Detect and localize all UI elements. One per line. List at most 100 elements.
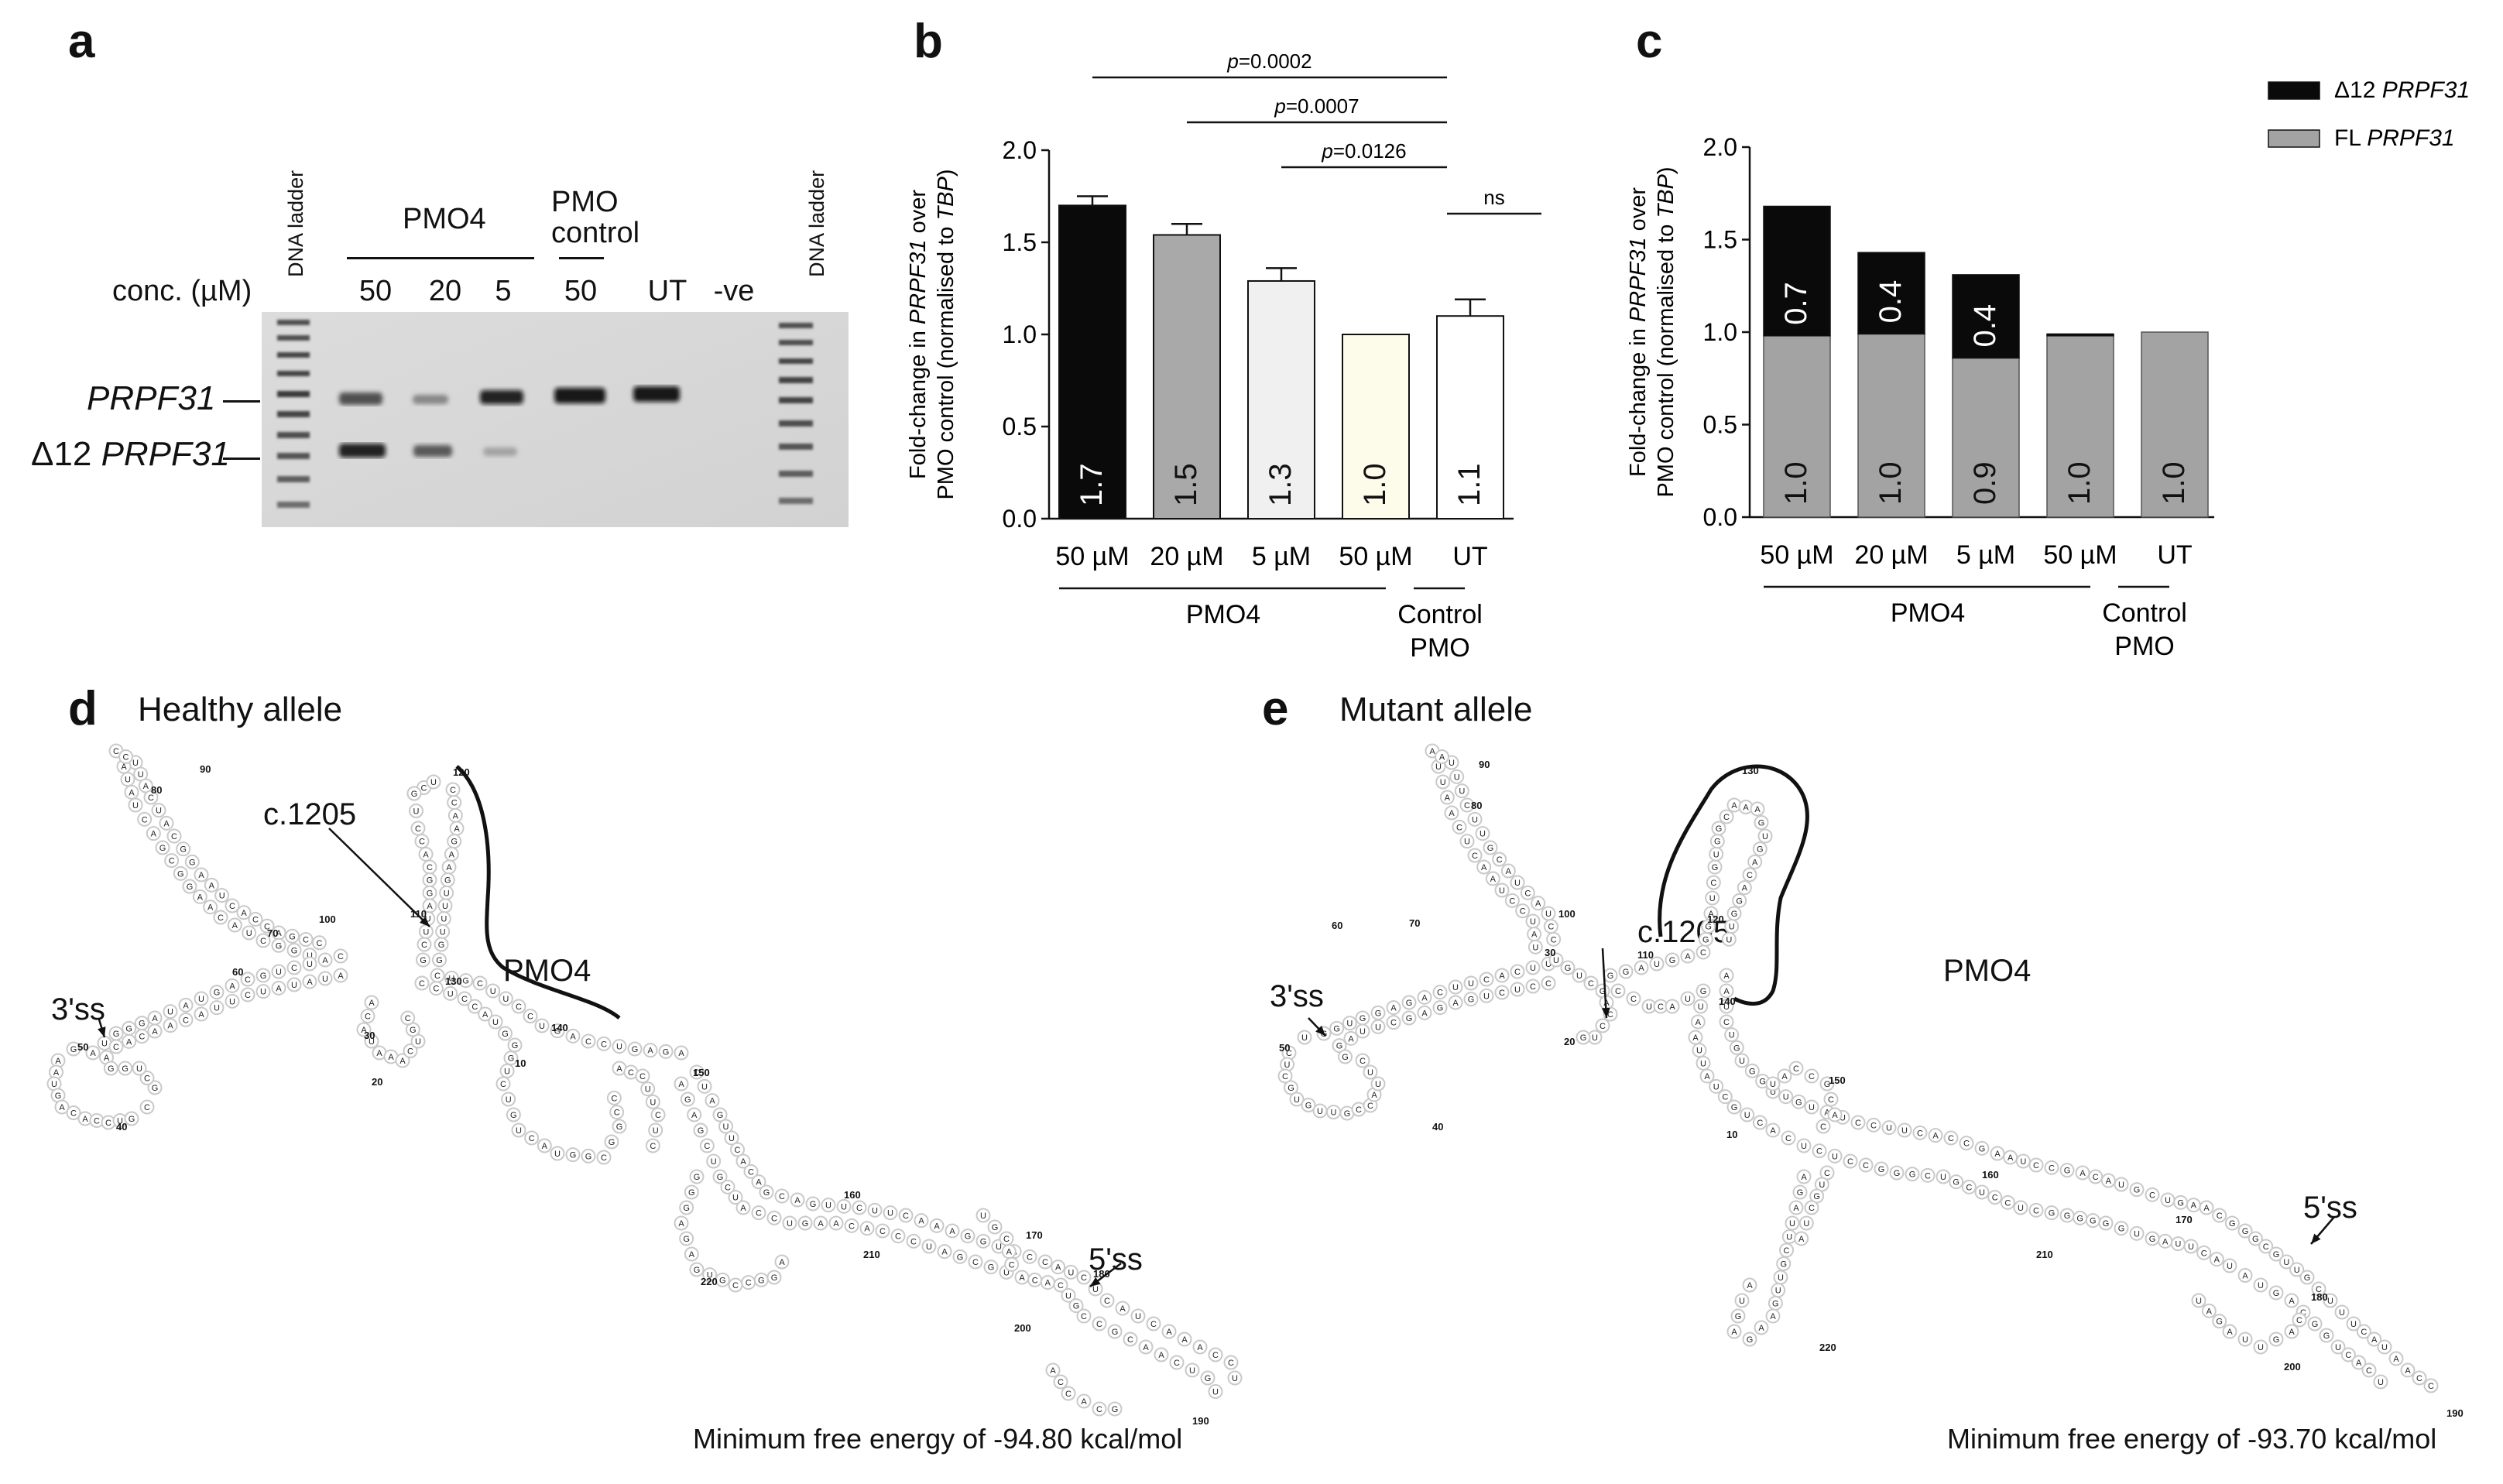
nucleotide bbox=[1467, 848, 1483, 863]
nucleotide-letter: U bbox=[214, 1004, 220, 1013]
nucleotide-letter: A bbox=[1449, 809, 1455, 818]
nucleotide bbox=[132, 1061, 147, 1076]
nucleotide-letter: A bbox=[1692, 1033, 1699, 1043]
position-label: 110 bbox=[1637, 949, 1654, 961]
bar-value-label: 1.3 bbox=[1264, 463, 1298, 506]
nucleotide-letter: C bbox=[2004, 1198, 2011, 1208]
nucleotide bbox=[1791, 1094, 1806, 1109]
panel-d-title: Healthy allele bbox=[138, 691, 343, 728]
nucleotide bbox=[240, 987, 255, 1002]
nucleotide-letter: A bbox=[1055, 1263, 1061, 1273]
nucleotide-letter: U bbox=[2020, 1157, 2026, 1167]
nucleotide bbox=[444, 970, 459, 985]
nucleotide bbox=[356, 1022, 372, 1037]
chart-b: 0.0 0.5 1.0 1.5 2.0 Fold-change in PRPF31 ove… bbox=[906, 54, 1541, 663]
nucleotide bbox=[1744, 1063, 1760, 1078]
nucleotide bbox=[1742, 1277, 1757, 1293]
nucleotide bbox=[511, 999, 526, 1014]
nucleotide-letter: C bbox=[1809, 1072, 1815, 1081]
nucleotide-letter: U bbox=[1770, 1088, 1776, 1097]
nucleotide-letter: C bbox=[1925, 1171, 1931, 1181]
nucleotide bbox=[1649, 956, 1665, 972]
nucleotide-letter: A bbox=[229, 982, 235, 991]
nucleotide-letter: A bbox=[126, 1037, 132, 1047]
nucleotide-letter: G bbox=[2118, 1225, 2125, 1234]
bar-value-label: 0.7 bbox=[1779, 282, 1813, 325]
position-label: 100 bbox=[319, 913, 336, 925]
nucleotide-letter: A bbox=[2214, 1256, 2220, 1265]
nucleotide bbox=[66, 1105, 81, 1120]
nucleotide-letter: G bbox=[2177, 1198, 2184, 1208]
nucleotide bbox=[2044, 1205, 2059, 1221]
nucleotide-letter: U bbox=[887, 1209, 893, 1218]
nucleotide bbox=[139, 1099, 155, 1115]
delta12-bands bbox=[339, 444, 517, 458]
nucleotide bbox=[271, 937, 286, 953]
nucleotide-letter: G bbox=[2304, 1273, 2311, 1283]
bar-fl bbox=[1763, 335, 1831, 518]
nucleotide-letter: A bbox=[2405, 1366, 2411, 1376]
nucleotide bbox=[2284, 1324, 2299, 1339]
nucleotide bbox=[1626, 991, 1641, 1006]
nucleotide-letter: U bbox=[447, 989, 454, 999]
nucleotide-letter: C bbox=[113, 1043, 119, 1052]
nucleotide-letter: A bbox=[53, 1068, 60, 1078]
nucleotide-letter: C bbox=[1630, 995, 1637, 1004]
nucleotide bbox=[689, 1262, 705, 1277]
nucleotide-letter: G bbox=[1716, 824, 1723, 834]
nucleotide-letter: A bbox=[1832, 1111, 1838, 1120]
nucleotide-letter: U bbox=[1375, 1023, 1381, 1032]
nucleotide-letter: G bbox=[187, 883, 194, 892]
nucleotide-letter: G bbox=[1607, 972, 1614, 981]
y-tick-label: 0.5 bbox=[1703, 411, 1737, 439]
nucleotide bbox=[1332, 1038, 1347, 1054]
nucleotide-letter: C bbox=[1784, 1246, 1790, 1256]
nucleotide-letter: U bbox=[506, 1095, 512, 1105]
axis-title: PMO control (normalised to TBP) bbox=[1654, 166, 1678, 497]
nucleotide-letter: C bbox=[171, 832, 177, 841]
nucleotide bbox=[581, 1033, 596, 1049]
nucleotide bbox=[1107, 1401, 1123, 1417]
nucleotide-letter: G bbox=[436, 956, 443, 965]
nucleotide-letter: C bbox=[407, 1047, 413, 1057]
nucleotide bbox=[2199, 1200, 2214, 1215]
position-label: 150 bbox=[693, 1067, 710, 1078]
nucleotide bbox=[852, 1200, 867, 1215]
nucleotide bbox=[478, 1006, 493, 1022]
nucleotide-letter: A bbox=[453, 811, 459, 821]
nucleotide bbox=[236, 905, 252, 920]
nucleotide-letter: U bbox=[1739, 1297, 1745, 1306]
nucleotide bbox=[1776, 1256, 1792, 1271]
nucleotide-letter: U bbox=[1775, 1287, 1781, 1296]
band-pointer-delta bbox=[223, 458, 260, 460]
nucleotide bbox=[1417, 989, 1432, 1005]
nucleotide bbox=[1546, 931, 1562, 947]
nucleotide-letter: U bbox=[1530, 917, 1536, 927]
nucleotide-letter: U bbox=[1726, 935, 1732, 944]
y-tick-label: 1.5 bbox=[1003, 228, 1037, 256]
nucleotide bbox=[434, 937, 449, 952]
nucleotide bbox=[1788, 1061, 1804, 1076]
position-label: 70 bbox=[267, 927, 278, 939]
nucleotide-letter: G bbox=[717, 1111, 724, 1120]
annotation-arrow bbox=[1601, 948, 1608, 1019]
nucleotide bbox=[1510, 875, 1525, 890]
nucleotide-letter: C bbox=[1992, 1194, 1998, 1203]
nucleotide bbox=[271, 980, 286, 996]
nucleotide bbox=[2346, 1316, 2361, 1331]
nucleotide-letter: U bbox=[1003, 1268, 1010, 1277]
nucleotide-letter: G bbox=[508, 1054, 515, 1064]
nucleotide-letter: C bbox=[1360, 1057, 1366, 1066]
panel-e-label: e bbox=[1262, 682, 1289, 735]
nucleotide-letter: A bbox=[1535, 900, 1541, 909]
nucleotide bbox=[2028, 1157, 2044, 1173]
nucleotide bbox=[182, 879, 197, 894]
lane-label: 20 bbox=[428, 275, 462, 307]
nucleotide bbox=[1740, 1107, 1755, 1122]
nucleotide bbox=[1792, 1184, 1808, 1200]
arrow-head bbox=[98, 1026, 106, 1037]
nucleotide-letter: C bbox=[910, 1237, 917, 1246]
nucleotide-letter: C bbox=[1615, 987, 1621, 996]
nucleotide-letter: U bbox=[229, 997, 235, 1006]
position-label: 210 bbox=[2036, 1249, 2053, 1260]
